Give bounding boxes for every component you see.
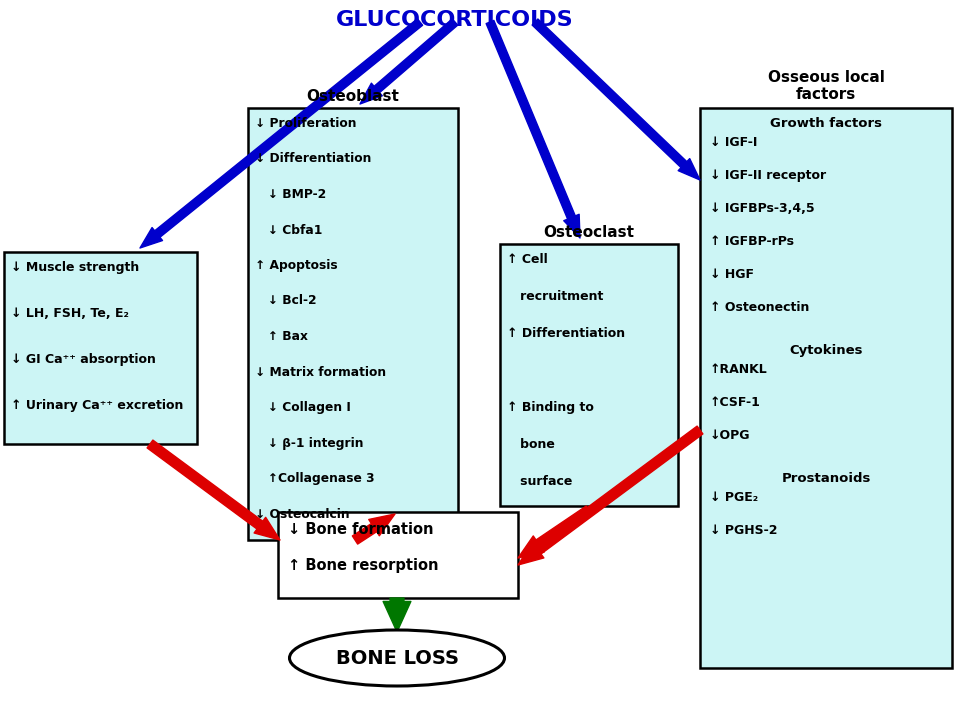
Text: ↑ Bax: ↑ Bax	[255, 330, 308, 343]
Text: ↓ PGHS-2: ↓ PGHS-2	[710, 524, 778, 537]
Ellipse shape	[290, 630, 505, 686]
Text: ↓ IGFBPs-3,4,5: ↓ IGFBPs-3,4,5	[710, 202, 815, 215]
Text: Growth factors: Growth factors	[770, 117, 882, 130]
Text: ↓ PGE₂: ↓ PGE₂	[710, 491, 758, 504]
FancyArrowPatch shape	[147, 440, 280, 540]
FancyArrowPatch shape	[360, 19, 458, 104]
Text: ↑ Apoptosis: ↑ Apoptosis	[255, 259, 338, 272]
Text: ↑ Cell: ↑ Cell	[507, 253, 548, 266]
Text: ↓ GI Ca⁺⁺ absorption: ↓ GI Ca⁺⁺ absorption	[11, 353, 156, 366]
Text: ↑ Bone resorption: ↑ Bone resorption	[288, 558, 439, 573]
FancyArrowPatch shape	[383, 598, 411, 632]
FancyArrowPatch shape	[518, 506, 591, 558]
Text: ↓ Collagen I: ↓ Collagen I	[255, 401, 350, 414]
Text: ↓ Osteocalcin: ↓ Osteocalcin	[255, 508, 349, 521]
Text: ↓ β-1 integrin: ↓ β-1 integrin	[255, 437, 364, 450]
Text: ↑Collagenase 3: ↑Collagenase 3	[255, 472, 374, 485]
Text: recruitment: recruitment	[507, 290, 604, 303]
Text: surface: surface	[507, 475, 572, 488]
Text: ↑ IGFBP-rPs: ↑ IGFBP-rPs	[710, 235, 794, 248]
Text: Cytokines: Cytokines	[789, 344, 863, 357]
FancyArrowPatch shape	[518, 426, 703, 565]
Text: ↑ Differentiation: ↑ Differentiation	[507, 327, 625, 340]
Bar	[278, 512, 518, 598]
Bar	[248, 108, 458, 540]
Text: bone: bone	[507, 438, 555, 451]
Text: ↑RANKL: ↑RANKL	[710, 363, 768, 376]
Text: ↑ Binding to: ↑ Binding to	[507, 401, 594, 414]
Text: Osteoclast: Osteoclast	[543, 225, 635, 240]
Text: ↑ Urinary Ca⁺⁺ excretion: ↑ Urinary Ca⁺⁺ excretion	[11, 399, 183, 412]
Bar	[4, 252, 197, 444]
FancyArrowPatch shape	[140, 19, 422, 248]
Text: ↓ Bcl-2: ↓ Bcl-2	[255, 295, 317, 308]
Text: ↓ Muscle strength: ↓ Muscle strength	[11, 261, 139, 274]
Text: ↑ Osteonectin: ↑ Osteonectin	[710, 301, 809, 314]
Text: ↓ IGF-II receptor: ↓ IGF-II receptor	[710, 169, 827, 182]
FancyArrowPatch shape	[486, 20, 580, 238]
Text: Osseous local
factors: Osseous local factors	[768, 70, 884, 102]
Text: BONE LOSS: BONE LOSS	[335, 649, 459, 668]
Text: Prostanoids: Prostanoids	[781, 472, 871, 485]
FancyArrowPatch shape	[532, 19, 700, 180]
FancyArrowPatch shape	[352, 514, 395, 544]
Text: ↑CSF-1: ↑CSF-1	[710, 396, 761, 409]
Bar	[500, 244, 678, 506]
Text: ↓ Cbfa1: ↓ Cbfa1	[255, 224, 323, 237]
Bar	[700, 108, 952, 668]
Text: ↓OPG: ↓OPG	[710, 429, 751, 442]
Text: ↓ Matrix formation: ↓ Matrix formation	[255, 366, 386, 379]
Text: ↓ Differentiation: ↓ Differentiation	[255, 153, 372, 166]
Text: ↓ IGF-I: ↓ IGF-I	[710, 136, 757, 149]
Text: GLUCOCORTICOIDS: GLUCOCORTICOIDS	[336, 10, 574, 30]
Text: ↓ HGF: ↓ HGF	[710, 268, 754, 281]
Text: ↓ Proliferation: ↓ Proliferation	[255, 117, 356, 130]
Text: Osteoblast: Osteoblast	[306, 89, 399, 104]
Text: ↓ Bone formation: ↓ Bone formation	[288, 522, 434, 537]
Text: ↓ BMP-2: ↓ BMP-2	[255, 188, 326, 201]
Text: ↓ LH, FSH, Te, E₂: ↓ LH, FSH, Te, E₂	[11, 307, 129, 320]
